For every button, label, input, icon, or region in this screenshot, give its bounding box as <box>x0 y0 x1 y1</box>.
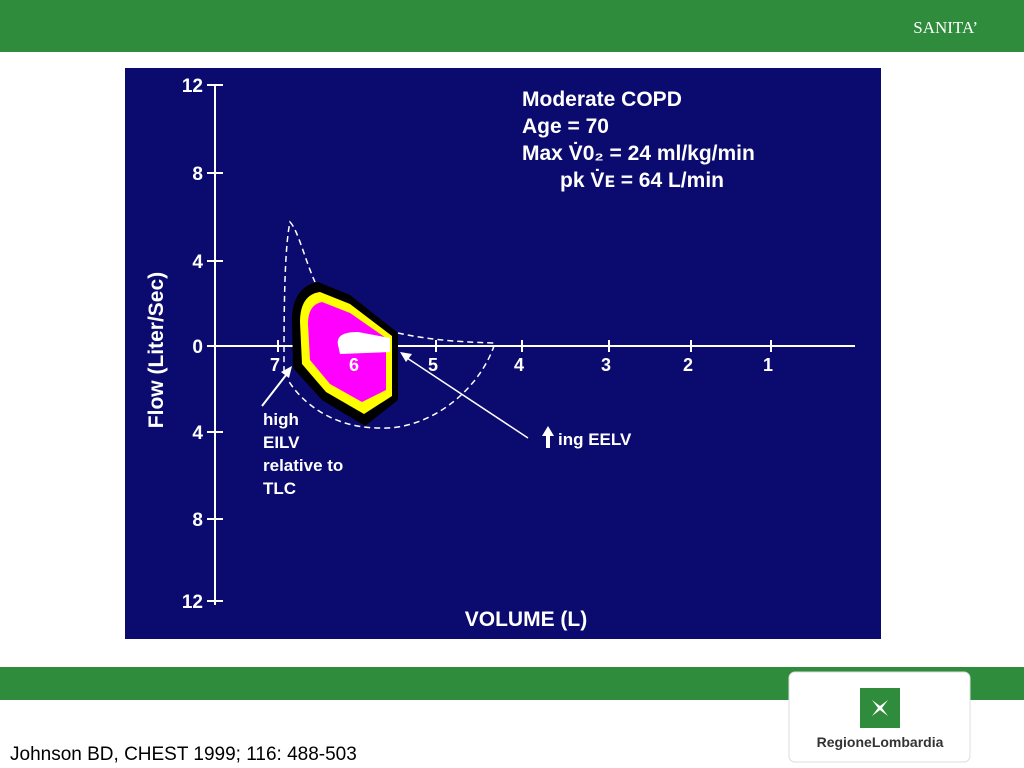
x-tick-label: 5 <box>428 355 438 375</box>
figure: VOLUME (L) Flow (Liter/Sec) ing EELV 128… <box>145 76 855 631</box>
y-axis-label: Flow (Liter/Sec) <box>145 272 168 428</box>
arrow-head <box>281 366 292 378</box>
info-line: Age = 70 <box>522 115 609 138</box>
header-title: SANITA’ <box>913 18 978 37</box>
y-tick-label: 12 <box>182 76 203 97</box>
arrow-eilv <box>261 369 291 407</box>
x-tick-label: 2 <box>683 355 693 375</box>
info-line: Max V̇0₂ = 24 ml/kg/min <box>522 141 755 165</box>
citation: Johnson BD, CHEST 1999; 116: 488-503 <box>10 744 357 765</box>
up-arrow <box>542 426 554 448</box>
right-note: ing EELV <box>558 430 632 449</box>
y-tick-label: 0 <box>192 337 203 358</box>
arrow-eelv <box>403 355 529 439</box>
y-tick-label: 4 <box>192 423 203 444</box>
logo-text: RegioneLombardia <box>817 734 944 750</box>
x-axis-label: VOLUME (L) <box>465 608 587 631</box>
left-note: relative to <box>263 456 343 475</box>
y-tick-label: 8 <box>192 164 203 185</box>
header-bar <box>0 0 1024 52</box>
arrow-head <box>400 352 412 362</box>
loop-inner <box>337 332 390 354</box>
left-note: EILV <box>263 433 300 452</box>
info-line: Moderate COPD <box>522 88 682 111</box>
x-tick-label: 6 <box>349 355 359 375</box>
y-tick-label: 8 <box>192 510 203 531</box>
left-note: high <box>263 410 299 429</box>
x-tick-label: 7 <box>270 355 280 375</box>
logo-mark <box>872 700 888 716</box>
x-tick-label: 1 <box>763 355 773 375</box>
figure-panel <box>125 68 881 639</box>
info-line: pk V̇ᴇ = 64 L/min <box>560 168 724 192</box>
y-tick-label: 4 <box>192 252 203 273</box>
max-envelope <box>283 220 497 429</box>
y-tick-label: 12 <box>182 592 203 613</box>
x-tick-label: 3 <box>601 355 611 375</box>
x-tick-label: 4 <box>514 355 524 375</box>
left-note: TLC <box>263 479 296 498</box>
